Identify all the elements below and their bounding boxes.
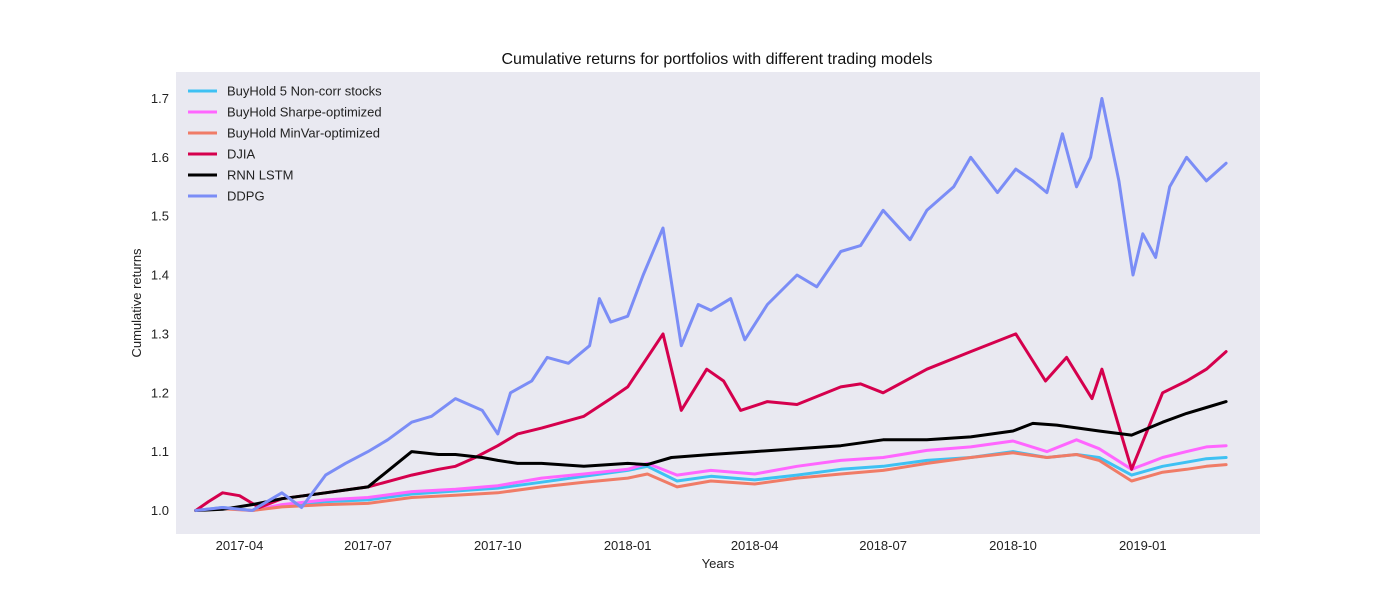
x-axis-ticks: 2017-04 2017-07 2017-10 2018-01 2018-04 2018-… <box>216 538 1167 553</box>
y-tick-label-2: 1.2 <box>151 385 169 400</box>
legend-label-4: RNN LSTM <box>227 168 293 183</box>
legend-label-3: DJIA <box>227 147 256 162</box>
series-line-0 <box>194 450 1228 512</box>
legend: BuyHold 5 Non-corr stocks BuyHold Sharpe-… <box>188 84 382 204</box>
chart-title: Cumulative returns for portfolios with d… <box>501 51 932 68</box>
y-tick-label-6: 1.6 <box>151 150 169 165</box>
series-line-4 <box>194 400 1228 512</box>
series-line-5 <box>194 97 1228 512</box>
y-axis-label: Cumulative returns <box>129 248 144 358</box>
legend-label-2: BuyHold MinVar-optimized <box>227 126 380 141</box>
series-line-2 <box>194 451 1228 512</box>
legend-label-0: BuyHold 5 Non-corr stocks <box>227 84 382 99</box>
x-axis-label: Years <box>702 556 735 571</box>
series-lines <box>194 97 1228 512</box>
x-tick-label-0: 2017-04 <box>216 538 264 553</box>
x-tick-label-4: 2018-04 <box>731 538 779 553</box>
x-tick-label-6: 2018-10 <box>989 538 1037 553</box>
y-tick-label-3: 1.3 <box>151 326 169 341</box>
x-tick-label-7: 2019-01 <box>1119 538 1167 553</box>
legend-label-5: DDPG <box>227 189 265 204</box>
y-tick-label-5: 1.5 <box>151 209 169 224</box>
x-tick-label-3: 2018-01 <box>604 538 652 553</box>
series-line-1 <box>194 438 1228 512</box>
x-tick-label-1: 2017-07 <box>344 538 392 553</box>
y-tick-label-0: 1.0 <box>151 503 169 518</box>
x-tick-label-5: 2018-07 <box>859 538 907 553</box>
y-tick-label-1: 1.1 <box>151 444 169 459</box>
y-tick-label-4: 1.4 <box>151 268 169 283</box>
plot-area <box>176 72 1260 534</box>
y-tick-label-7: 1.7 <box>151 91 169 106</box>
y-axis-ticks: 1.0 1.1 1.2 1.3 1.4 1.5 1.6 1.7 <box>151 91 169 518</box>
legend-label-1: BuyHold Sharpe-optimized <box>227 105 382 120</box>
x-tick-label-2: 2017-10 <box>474 538 522 553</box>
